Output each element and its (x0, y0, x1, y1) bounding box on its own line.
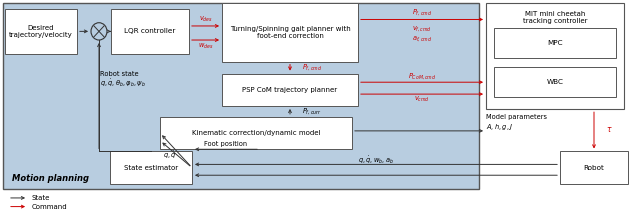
Text: $w_{des}$: $w_{des}$ (198, 42, 214, 51)
Text: Turning/Spinning gait planner with
foot-end correction: Turning/Spinning gait planner with foot-… (230, 26, 350, 39)
Text: $v_{des}$: $v_{des}$ (199, 15, 213, 24)
Text: $q, \dot{q}, \theta_b, \varphi_b, \psi_b$: $q, \dot{q}, \theta_b, \varphi_b, \psi_b… (100, 77, 146, 89)
Text: $P_{CoM,cmd}$: $P_{CoM,cmd}$ (408, 71, 436, 81)
Text: $P_{f,cmd}$: $P_{f,cmd}$ (302, 62, 322, 72)
FancyBboxPatch shape (560, 151, 628, 184)
Text: $P_{f,cmd}$: $P_{f,cmd}$ (412, 7, 432, 17)
Text: Model parameters: Model parameters (486, 114, 547, 120)
FancyBboxPatch shape (111, 9, 189, 54)
Text: Robot: Robot (584, 165, 604, 171)
FancyBboxPatch shape (494, 28, 616, 59)
Text: MIT mini cheetah
tracking controller: MIT mini cheetah tracking controller (523, 11, 588, 24)
FancyBboxPatch shape (160, 117, 352, 149)
FancyBboxPatch shape (222, 74, 358, 106)
Text: PSP CoM trajectory planner: PSP CoM trajectory planner (243, 87, 337, 93)
Text: Command: Command (32, 204, 68, 210)
Text: State estimator: State estimator (124, 165, 178, 171)
FancyBboxPatch shape (486, 3, 624, 109)
Text: State: State (32, 195, 51, 201)
Text: $\tau$: $\tau$ (606, 125, 612, 134)
FancyBboxPatch shape (3, 3, 479, 189)
FancyBboxPatch shape (110, 151, 192, 184)
Text: $q, \dot{q}, w_b, a_b$: $q, \dot{q}, w_b, a_b$ (358, 154, 394, 166)
Text: Desired
trajectory/velocity: Desired trajectory/velocity (9, 25, 73, 38)
Text: $v_{f,cmd}$: $v_{f,cmd}$ (412, 24, 432, 33)
Text: $A, h, g, J$: $A, h, g, J$ (486, 121, 513, 132)
FancyBboxPatch shape (222, 3, 358, 62)
Text: LQR controller: LQR controller (124, 28, 176, 34)
Text: $q, \dot{q}$: $q, \dot{q}$ (163, 149, 177, 160)
Text: Motion planning: Motion planning (12, 174, 89, 183)
FancyBboxPatch shape (494, 67, 616, 97)
FancyBboxPatch shape (5, 9, 77, 54)
Text: Kinematic correction/dynamic model: Kinematic correction/dynamic model (192, 130, 320, 136)
Text: WBC: WBC (547, 79, 563, 85)
Text: MPC: MPC (547, 40, 563, 46)
Text: Robot state: Robot state (100, 71, 139, 77)
Text: Foot position: Foot position (204, 141, 248, 147)
Text: $a_{f,cmd}$: $a_{f,cmd}$ (412, 35, 432, 43)
Text: $v_{cmd}$: $v_{cmd}$ (414, 95, 430, 104)
Text: $P_{f,curr}$: $P_{f,curr}$ (302, 106, 321, 116)
